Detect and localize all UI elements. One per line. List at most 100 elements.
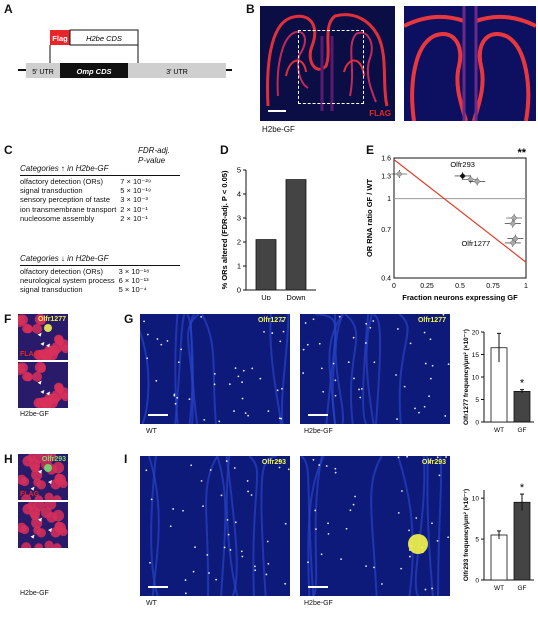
f-bottom-image (18, 362, 68, 408)
y-tick-label: 0 (475, 578, 479, 585)
g-gf-caption: H2be-GF (304, 428, 333, 435)
y-tick-label: 0 (475, 420, 479, 427)
g-bar-chart: 0 5 10 15 20 WT GF * Olfr1277 frequency/μm² (×10… (463, 329, 534, 434)
table-row: signal transduction 5 × 10⁻⁴ (20, 285, 147, 295)
i-bar-chart: 0 5 10 WT GF * Olfr293 frequency/μm² (×10⁻⁷) (463, 482, 534, 592)
bar-down (285, 179, 307, 291)
y-tick-label: 0 (237, 286, 241, 295)
b-overview-image: FLAG (260, 6, 395, 121)
table-row: ion transmembrane transport 2 × 10⁻¹ (20, 204, 148, 214)
y-tick-label: 2 (237, 238, 241, 247)
y-tick-label: 5 (237, 166, 241, 175)
d-bar-chart: 0 1 2 3 4 5 Up Down % ORs altered (FDR-adj. P < … (220, 166, 316, 300)
x-tick-label: 0.75 (486, 283, 500, 290)
data-point (512, 235, 519, 243)
panel-label-i: I (124, 452, 128, 466)
table-row: olfactory detection (ORs) 3 × 10⁻¹⁸ (20, 267, 150, 276)
b-zoom-image (404, 6, 536, 121)
b-caption: H2be-GF (262, 125, 295, 134)
y-tick-label: 10 (472, 496, 480, 503)
g-gf-olfr-label: Olfr1277 (417, 317, 446, 324)
data-point (509, 220, 517, 227)
table-row: nucleosome assembly 2 × 10⁻¹ (20, 213, 148, 223)
scale-bar (268, 110, 286, 112)
panel-label-f: F (4, 312, 12, 326)
data-point (459, 172, 466, 180)
x-tick-label: WT (494, 427, 504, 434)
flag-box-label: Flag (52, 34, 68, 43)
e-scatter-chart: 0 0.25 0.5 0.75 1 0.4 0.7 1 1.3 1.6 Olfr293 Olfr127… (365, 148, 528, 302)
g-wt-olfr-label: Olfr1277 (257, 317, 286, 324)
table-row: sensory perception of taste 3 × 10⁻³ (20, 195, 148, 205)
c-header-down: Categories ↓ in H2be-GF (20, 254, 109, 263)
data-point (473, 178, 481, 185)
x-tick-label: WT (494, 585, 504, 592)
f-caption: H2be-GF (20, 411, 49, 418)
omp-cds-box (60, 63, 128, 78)
y-axis-label: Olfr1277 frequency/μm² (×10⁻⁷) (463, 329, 470, 425)
h-caption: H2be-GF (20, 590, 49, 597)
b-flag-label: FLAG (369, 109, 391, 118)
point-label: Olfr293 (450, 160, 475, 169)
x-tick-label: GF (517, 427, 526, 434)
f-top-image: Olfr1277 FLAG (18, 314, 68, 360)
bar-gf (513, 501, 531, 581)
g-gf-image: Olfr1277 (300, 314, 450, 424)
c-table-up: olfactory detection (ORs) 7 × 10⁻²⁹ signa… (20, 177, 155, 223)
bar-wt (490, 534, 508, 581)
x-tick-label: Down (286, 293, 305, 300)
bar-up (255, 239, 277, 291)
y-tick-label: 4 (237, 190, 241, 199)
y-axis-label: OR RNA ratio GF / WT (365, 179, 374, 257)
significance-stars: ** (517, 148, 526, 159)
table-row: neurological system process 6 × 10⁻¹³ (20, 276, 149, 286)
h-bottom-image (18, 502, 68, 548)
f-olfr-label: Olfr1277 (37, 316, 66, 323)
utr5-box (26, 63, 60, 78)
utr5-label: 5′ UTR (32, 69, 54, 76)
omp-cds-label: Omp CDS (76, 67, 111, 76)
i-gf-image: Olfr293 (300, 456, 450, 596)
y-tick-label: 10 (472, 375, 480, 382)
x-tick-label: 1 (524, 283, 528, 290)
fit-line (393, 159, 527, 263)
h-olfr-label: Olfr293 (41, 456, 66, 463)
utr3-box (128, 63, 226, 78)
plot-frame (393, 157, 527, 279)
utr3-label: 3′ UTR (166, 69, 188, 76)
panel-label-d: D (220, 143, 229, 157)
panel-label-h: H (4, 452, 13, 466)
c-header-up: Categories ↑ in H2be-GF (20, 164, 109, 173)
x-axis-label: Fraction neurons expressing GF (402, 293, 518, 302)
flag-box (50, 30, 70, 45)
g-wt-image: Olfr1277 (140, 314, 290, 424)
c-rule-2 (20, 265, 180, 266)
g-wt-caption: WT (146, 428, 157, 435)
panel-label-a: A (4, 2, 13, 16)
y-tick-label: 15 (472, 352, 480, 359)
h-flag-label: FLAG (20, 491, 40, 498)
x-tick-label: 0.5 (455, 283, 465, 290)
y-tick-label: 0.7 (381, 227, 391, 234)
x-tick-label: Up (261, 293, 271, 300)
h2be-cds-box (69, 29, 139, 46)
i-wt-olfr-label: Olfr293 (261, 459, 286, 466)
i-wt-caption: WT (146, 600, 157, 607)
y-tick-label: 1.6 (381, 156, 391, 163)
table-row: signal transduction 5 × 10⁻¹⁹ (20, 186, 152, 196)
gene-construct-diagram: Flag H2be CDS 5′ UTR Omp CDS 3′ UTR (18, 29, 232, 78)
h2be-cds-label: H2be CDS (86, 34, 122, 43)
table-row: olfactory detection (ORs) 7 × 10⁻²⁹ (20, 177, 152, 186)
point-label: Olfr1277 (461, 239, 490, 248)
data-point (467, 176, 474, 183)
i-gf-olfr-label: Olfr293 (421, 459, 446, 466)
y-tick-label: 20 (472, 330, 480, 337)
x-tick-label: GF (517, 585, 526, 592)
data-point (510, 214, 518, 222)
panel-label-e: E (366, 143, 375, 157)
data-point (395, 170, 403, 178)
y-axis-label: Olfr293 frequency/μm² (×10⁻⁷) (463, 489, 470, 581)
y-axis-label: % ORs altered (FDR-adj. P < 0.05) (220, 170, 229, 289)
y-tick-label: 5 (475, 397, 479, 404)
i-gf-caption: H2be-GF (304, 600, 333, 607)
